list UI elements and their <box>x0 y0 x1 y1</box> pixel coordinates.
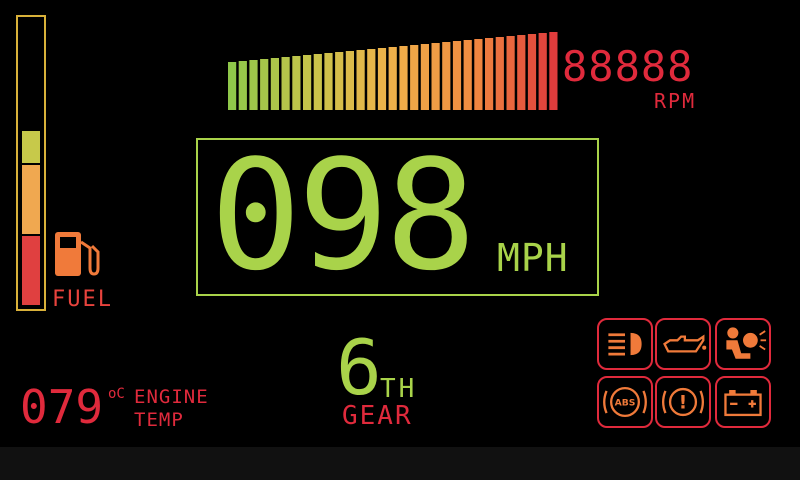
fuel-gauge <box>16 15 46 311</box>
fuel-level-bar <box>22 21 40 305</box>
rpm-bar-graph <box>228 32 558 110</box>
rpm-bar <box>463 40 472 110</box>
rpm-readout: 88888 <box>562 42 694 91</box>
rpm-bar <box>517 35 526 110</box>
battery-icon <box>715 376 771 428</box>
rpm-bar <box>270 58 279 110</box>
rpm-bar <box>303 55 312 110</box>
rpm-bar <box>549 32 558 110</box>
fuel-segment <box>22 236 40 305</box>
rpm-bar <box>442 42 451 110</box>
gear-label: GEAR <box>342 401 413 431</box>
rpm-bar <box>249 60 258 110</box>
speed-display-frame <box>196 138 599 296</box>
headlight-icon <box>597 318 653 370</box>
rpm-bar <box>260 59 269 110</box>
gear-suffix: TH <box>380 374 418 404</box>
rpm-bar <box>292 56 301 110</box>
brake-warning-text: ! <box>679 392 687 413</box>
rpm-bar <box>452 41 462 110</box>
engine-temp-label: ENGINE <box>134 386 209 408</box>
rpm-bar <box>238 61 247 110</box>
rpm-bar <box>495 37 504 110</box>
engine-temp-readout: 079 <box>20 380 104 434</box>
speed-unit: MPH <box>497 236 569 280</box>
abs-text: ABS <box>615 398 636 409</box>
rpm-bar <box>388 47 397 110</box>
engine-temp-label-2: TEMP <box>134 409 184 431</box>
airbag-icon <box>715 318 771 370</box>
rpm-bar <box>474 39 483 110</box>
rpm-bar <box>345 51 354 110</box>
rpm-bar <box>335 52 344 110</box>
rpm-bar <box>420 44 429 110</box>
rpm-bar <box>410 45 419 110</box>
rpm-bar <box>485 38 494 110</box>
rpm-bar <box>228 62 237 110</box>
rpm-bar <box>431 43 440 110</box>
oil-pressure-icon <box>655 318 711 370</box>
rpm-bar <box>377 48 387 110</box>
rpm-bar <box>313 54 322 110</box>
brake-warning-icon: ! <box>655 376 711 428</box>
fuel-segment <box>22 130 40 163</box>
gear-number: 6 <box>336 323 382 412</box>
rpm-bar <box>538 33 547 110</box>
rpm-label: RPM <box>654 89 697 113</box>
rpm-bar <box>399 46 408 110</box>
speed-readout: 098 <box>210 127 477 304</box>
fuel-pump-icon <box>55 232 100 276</box>
fuel-label: FUEL <box>52 287 113 312</box>
rpm-bar <box>506 36 515 110</box>
rpm-bar <box>281 57 290 110</box>
fuel-segment <box>22 165 40 234</box>
rpm-bar <box>527 34 537 110</box>
rpm-bar <box>324 53 333 110</box>
engine-temp-unit: oC <box>108 386 125 402</box>
bottom-strip <box>0 447 800 480</box>
rpm-bar <box>367 49 376 110</box>
rpm-bar <box>356 50 365 110</box>
abs-icon: ABS <box>597 376 653 428</box>
